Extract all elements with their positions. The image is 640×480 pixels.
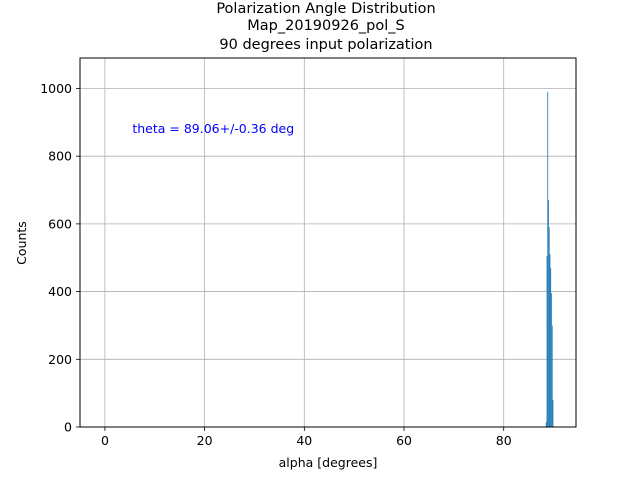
x-tick-label-4: 80 bbox=[496, 433, 512, 448]
y-tick-label-3: 600 bbox=[48, 216, 72, 231]
x-tick-label-2: 40 bbox=[296, 433, 312, 448]
y-tick-label-0: 0 bbox=[64, 420, 72, 435]
x-tick-label-3: 60 bbox=[396, 433, 412, 448]
histogram-bar-8 bbox=[551, 325, 553, 427]
histogram-bar-2 bbox=[547, 91, 549, 427]
histogram-bars bbox=[545, 91, 554, 427]
histogram-bar-0 bbox=[545, 421, 547, 427]
x-tick-label-1: 20 bbox=[197, 433, 213, 448]
y-tick-label-1: 200 bbox=[48, 352, 72, 367]
histogram-bar-1 bbox=[546, 256, 548, 427]
y-tick-label-5: 1000 bbox=[40, 81, 72, 96]
x-tick-label-0: 0 bbox=[101, 433, 109, 448]
histogram-bar-4 bbox=[548, 227, 550, 427]
histogram-bar-6 bbox=[550, 267, 552, 427]
x-axis-label: alpha [degrees] bbox=[279, 455, 378, 470]
y-axis-label: Counts bbox=[14, 221, 29, 265]
histogram-bar-5 bbox=[549, 254, 551, 427]
chart-title-line-1: Polarization Angle Distribution bbox=[216, 1, 435, 17]
plot-frame bbox=[79, 57, 577, 428]
chart-title-line-2: Map_20190926_pol_S bbox=[247, 18, 404, 34]
theta-annotation: theta = 89.06+/-0.36 deg bbox=[132, 121, 294, 136]
histogram-bar-9 bbox=[552, 399, 554, 427]
y-tick-label-4: 800 bbox=[48, 149, 72, 164]
histogram-bar-3 bbox=[548, 200, 549, 427]
chart-title-line-3: 90 degrees input polarization bbox=[219, 37, 432, 53]
histogram-bar-7 bbox=[551, 293, 552, 427]
y-tick-label-2: 400 bbox=[48, 284, 72, 299]
